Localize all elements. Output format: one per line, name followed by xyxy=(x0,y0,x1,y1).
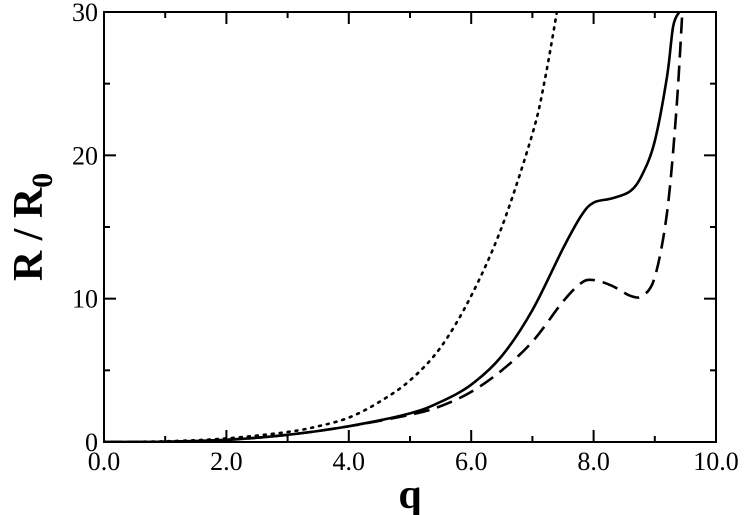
x-tick-label: 2.0 xyxy=(210,447,243,476)
y-axis-title-group: R / R0 xyxy=(6,173,59,281)
x-tick-label: 4.0 xyxy=(333,447,366,476)
series-line-solid xyxy=(104,12,681,442)
x-tick-label: 6.0 xyxy=(455,447,488,476)
series-layer xyxy=(104,12,684,442)
x-tick-label: 8.0 xyxy=(577,447,610,476)
y-tick-label: 20 xyxy=(72,141,98,170)
tick-labels-layer: 0.0 2.0 4.0 6.0 8.0 10.0 0 10 20 30 xyxy=(72,0,739,476)
y-axis-title-subscript: 0 xyxy=(26,173,59,188)
y-tick-label: 30 xyxy=(72,0,98,27)
series-line-dashed xyxy=(104,12,684,442)
y-axis-title: R / R0 xyxy=(6,173,59,281)
x-axis-title: q xyxy=(398,472,421,515)
x-tick-label: 0.0 xyxy=(88,447,121,476)
y-tick-label: 0 xyxy=(85,428,98,457)
plot-frame xyxy=(103,11,717,443)
y-axis-title-main: R / R xyxy=(6,187,52,281)
ticks-layer xyxy=(103,11,717,443)
x-tick-label: 10.0 xyxy=(693,447,739,476)
y-tick-label: 10 xyxy=(72,285,98,314)
series-line-dotted xyxy=(104,12,559,442)
